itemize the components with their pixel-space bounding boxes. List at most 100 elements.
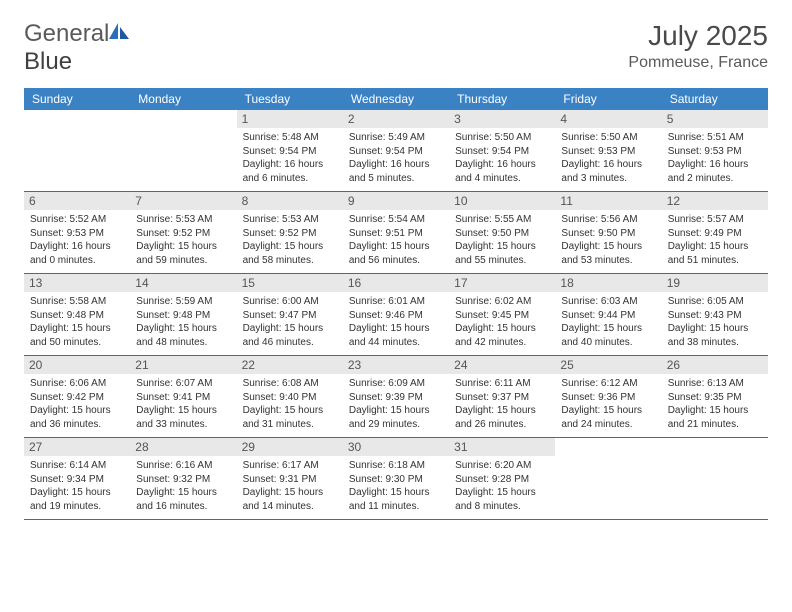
- calendar-day: 26Sunrise: 6:13 AMSunset: 9:35 PMDayligh…: [662, 356, 768, 437]
- weekday-label: Saturday: [662, 88, 768, 110]
- calendar-day: 31Sunrise: 6:20 AMSunset: 9:28 PMDayligh…: [449, 438, 555, 519]
- day-info: Sunrise: 5:55 AMSunset: 9:50 PMDaylight:…: [455, 213, 549, 267]
- day-info: Sunrise: 6:16 AMSunset: 9:32 PMDaylight:…: [136, 459, 230, 513]
- day-number: 22: [237, 356, 343, 374]
- calendar-week: 6Sunrise: 5:52 AMSunset: 9:53 PMDaylight…: [24, 192, 768, 274]
- calendar-day: 6Sunrise: 5:52 AMSunset: 9:53 PMDaylight…: [24, 192, 130, 273]
- day-info: Sunrise: 5:52 AMSunset: 9:53 PMDaylight:…: [30, 213, 124, 267]
- brand-logo: General Blue: [24, 20, 129, 76]
- calendar-week: 20 Sunrise: 6:06 AMSunset: 9:42 PMDayligh…: [24, 356, 768, 438]
- calendar-week: 1 Sunrise: 5:48 AMSunset: 9:54 PMDaylight…: [24, 110, 768, 192]
- calendar-day: 8Sunrise: 5:53 AMSunset: 9:52 PMDaylight…: [237, 192, 343, 273]
- day-info: Sunrise: 6:06 AMSunset: 9:42 PMDaylight:…: [30, 377, 124, 431]
- calendar-day: 18 Sunrise: 6:03 AMSunset: 9:44 PMDayligh…: [555, 274, 661, 355]
- day-info: Sunrise: 6:12 AMSunset: 9:36 PMDaylight:…: [561, 377, 655, 431]
- calendar-empty: [130, 110, 236, 191]
- day-number: 15: [237, 274, 343, 292]
- calendar-day: 12 Sunrise: 5:57 AMSunset: 9:49 PMDayligh…: [662, 192, 768, 273]
- day-number: 1: [237, 110, 343, 128]
- calendar-day: 1 Sunrise: 5:48 AMSunset: 9:54 PMDaylight…: [237, 110, 343, 191]
- day-number: 11: [555, 192, 661, 210]
- location-label: Pommeuse, France: [628, 54, 768, 72]
- weekday-label: Monday: [130, 88, 236, 110]
- calendar-empty: [555, 438, 661, 519]
- weekday-label: Friday: [555, 88, 661, 110]
- calendar-day: 10Sunrise: 5:55 AMSunset: 9:50 PMDayligh…: [449, 192, 555, 273]
- day-info: Sunrise: 6:05 AMSunset: 9:43 PMDaylight:…: [668, 295, 762, 349]
- day-number: 14: [130, 274, 236, 292]
- day-info: Sunrise: 6:17 AMSunset: 9:31 PMDaylight:…: [243, 459, 337, 513]
- day-number: 23: [343, 356, 449, 374]
- day-info: Sunrise: 5:57 AMSunset: 9:49 PMDaylight:…: [668, 213, 762, 267]
- day-info: Sunrise: 6:03 AMSunset: 9:44 PMDaylight:…: [561, 295, 655, 349]
- day-number: 20: [24, 356, 130, 374]
- day-number: 30: [343, 438, 449, 456]
- day-number: 8: [237, 192, 343, 210]
- calendar-day: 23 Sunrise: 6:09 AMSunset: 9:39 PMDayligh…: [343, 356, 449, 437]
- day-number: 4: [555, 110, 661, 128]
- calendar-day: 30 Sunrise: 6:18 AMSunset: 9:30 PMDayligh…: [343, 438, 449, 519]
- day-info: Sunrise: 5:54 AMSunset: 9:51 PMDaylight:…: [349, 213, 443, 267]
- calendar-day: 13 Sunrise: 5:58 AMSunset: 9:48 PMDayligh…: [24, 274, 130, 355]
- weekday-label: Thursday: [449, 88, 555, 110]
- calendar-week: 27Sunrise: 6:14 AMSunset: 9:34 PMDayligh…: [24, 438, 768, 520]
- day-info: Sunrise: 6:01 AMSunset: 9:46 PMDaylight:…: [349, 295, 443, 349]
- calendar-grid: SundayMondayTuesdayWednesdayThursdayFrid…: [24, 88, 768, 520]
- day-info: Sunrise: 6:02 AMSunset: 9:45 PMDaylight:…: [455, 295, 549, 349]
- day-info: Sunrise: 6:20 AMSunset: 9:28 PMDaylight:…: [455, 459, 549, 513]
- brand-part1: General: [24, 20, 109, 47]
- day-number: 5: [662, 110, 768, 128]
- calendar-day: 25 Sunrise: 6:12 AMSunset: 9:36 PMDayligh…: [555, 356, 661, 437]
- day-info: Sunrise: 5:51 AMSunset: 9:53 PMDaylight:…: [668, 131, 762, 185]
- calendar-day: 28 Sunrise: 6:16 AMSunset: 9:32 PMDayligh…: [130, 438, 236, 519]
- day-info: Sunrise: 6:08 AMSunset: 9:40 PMDaylight:…: [243, 377, 337, 431]
- day-number: 29: [237, 438, 343, 456]
- day-info: Sunrise: 5:50 AMSunset: 9:53 PMDaylight:…: [561, 131, 655, 185]
- calendar-day: 4 Sunrise: 5:50 AMSunset: 9:53 PMDaylight…: [555, 110, 661, 191]
- day-info: Sunrise: 5:56 AMSunset: 9:50 PMDaylight:…: [561, 213, 655, 267]
- calendar-day: 24Sunrise: 6:11 AMSunset: 9:37 PMDayligh…: [449, 356, 555, 437]
- calendar-day: 11 Sunrise: 5:56 AMSunset: 9:50 PMDayligh…: [555, 192, 661, 273]
- day-number: 26: [662, 356, 768, 374]
- weekday-label: Tuesday: [237, 88, 343, 110]
- day-info: Sunrise: 5:48 AMSunset: 9:54 PMDaylight:…: [243, 131, 337, 185]
- month-title: July 2025: [628, 20, 768, 52]
- weekday-header: SundayMondayTuesdayWednesdayThursdayFrid…: [24, 88, 768, 110]
- day-info: Sunrise: 5:53 AMSunset: 9:52 PMDaylight:…: [136, 213, 230, 267]
- calendar-day: 7 Sunrise: 5:53 AMSunset: 9:52 PMDaylight…: [130, 192, 236, 273]
- day-info: Sunrise: 6:00 AMSunset: 9:47 PMDaylight:…: [243, 295, 337, 349]
- calendar-day: 14Sunrise: 5:59 AMSunset: 9:48 PMDayligh…: [130, 274, 236, 355]
- day-number: 2: [343, 110, 449, 128]
- calendar-day: 17Sunrise: 6:02 AMSunset: 9:45 PMDayligh…: [449, 274, 555, 355]
- day-number: 18: [555, 274, 661, 292]
- day-info: Sunrise: 6:18 AMSunset: 9:30 PMDaylight:…: [349, 459, 443, 513]
- day-number: 13: [24, 274, 130, 292]
- day-info: Sunrise: 6:14 AMSunset: 9:34 PMDaylight:…: [30, 459, 124, 513]
- day-number: 25: [555, 356, 661, 374]
- weekday-label: Wednesday: [343, 88, 449, 110]
- calendar-week: 13 Sunrise: 5:58 AMSunset: 9:48 PMDayligh…: [24, 274, 768, 356]
- day-number: 19: [662, 274, 768, 292]
- day-info: Sunrise: 6:07 AMSunset: 9:41 PMDaylight:…: [136, 377, 230, 431]
- day-info: Sunrise: 5:50 AMSunset: 9:54 PMDaylight:…: [455, 131, 549, 185]
- day-number: 21: [130, 356, 236, 374]
- calendar-day: 29 Sunrise: 6:17 AMSunset: 9:31 PMDayligh…: [237, 438, 343, 519]
- weekday-label: Sunday: [24, 88, 130, 110]
- day-number: 12: [662, 192, 768, 210]
- day-number: 7: [130, 192, 236, 210]
- day-info: Sunrise: 6:09 AMSunset: 9:39 PMDaylight:…: [349, 377, 443, 431]
- page-header: General Blue July 2025 Pommeuse, France: [24, 20, 768, 76]
- day-info: Sunrise: 5:58 AMSunset: 9:48 PMDaylight:…: [30, 295, 124, 349]
- day-number: 28: [130, 438, 236, 456]
- day-info: Sunrise: 6:11 AMSunset: 9:37 PMDaylight:…: [455, 377, 549, 431]
- brand-part2: Blue: [24, 48, 72, 75]
- calendar-empty: [24, 110, 130, 191]
- day-number: 16: [343, 274, 449, 292]
- calendar-day: 16 Sunrise: 6:01 AMSunset: 9:46 PMDayligh…: [343, 274, 449, 355]
- calendar-day: 2Sunrise: 5:49 AMSunset: 9:54 PMDaylight…: [343, 110, 449, 191]
- calendar-day: 15 Sunrise: 6:00 AMSunset: 9:47 PMDayligh…: [237, 274, 343, 355]
- day-number: 9: [343, 192, 449, 210]
- brand-text: General Blue: [24, 20, 129, 76]
- calendar-day: 3Sunrise: 5:50 AMSunset: 9:54 PMDaylight…: [449, 110, 555, 191]
- sail-icon: [109, 23, 129, 39]
